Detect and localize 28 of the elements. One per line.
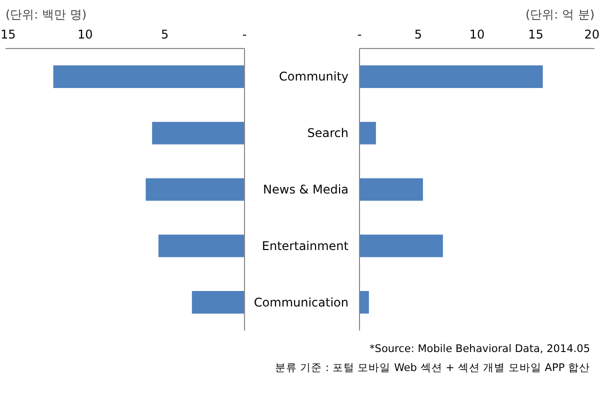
x-tick-label: 10 [469, 28, 485, 42]
bar [360, 234, 443, 258]
bar [152, 122, 244, 144]
chart-title: (단위: 억 분) [525, 8, 595, 22]
x-tick-label: - [357, 28, 362, 42]
x-tick-label: 15 [528, 28, 544, 42]
bar [360, 65, 543, 88]
bar [192, 291, 244, 314]
text: *Source: Mobile Behavioral Data, 2014.05 [370, 343, 590, 355]
y-tick-label: Search [307, 126, 349, 140]
bar [158, 234, 244, 258]
x-tick-label: 10 [78, 28, 93, 42]
y-tick-label: Community [279, 70, 348, 84]
y-tick-label: News & Media [263, 182, 348, 196]
y-tick-label: Entertainment [262, 238, 349, 253]
x-tick-label: 15 [0, 28, 16, 42]
chart-title: (단위: 백만 명) [6, 8, 87, 22]
bar [146, 178, 244, 201]
bar [360, 291, 369, 314]
x-tick-label: 5 [161, 28, 169, 42]
bar [360, 122, 376, 144]
y-tick-label: Communication [254, 295, 349, 310]
x-tick-label: 5 [414, 28, 422, 42]
x-tick-label: - [242, 28, 247, 42]
bar [360, 178, 423, 201]
text: 분류 기준 : 포털 모바일 Web 섹션 + 섹션 개별 모바일 APP 합산 [274, 362, 590, 374]
bar [53, 65, 244, 88]
x-tick-label: 20 [584, 28, 599, 42]
